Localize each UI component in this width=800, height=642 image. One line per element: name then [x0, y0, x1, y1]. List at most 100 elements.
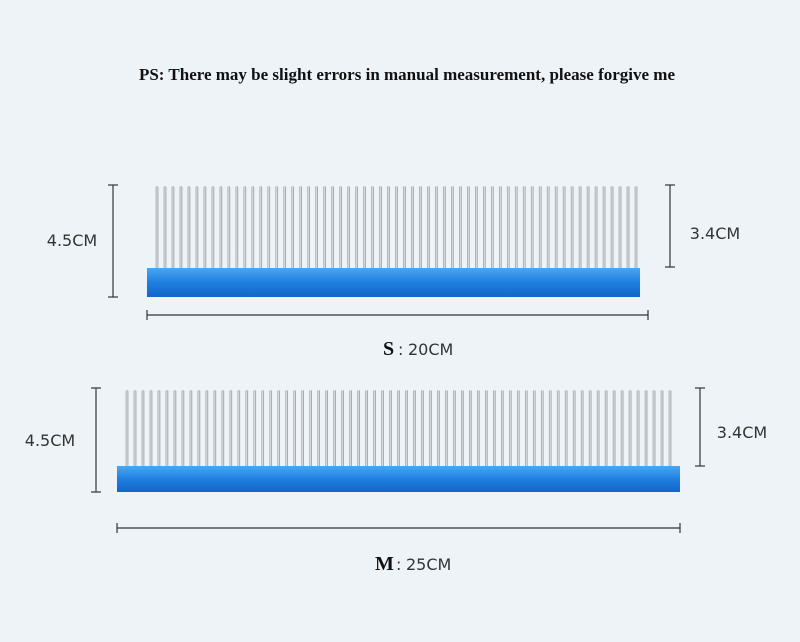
- comb-tooth: [251, 186, 255, 270]
- comb-tooth: [195, 186, 199, 270]
- total-height: 4.5CM: [47, 231, 97, 250]
- comb-tooth: [339, 186, 342, 270]
- comb-tooth: [483, 186, 486, 270]
- comb-tooth: [403, 186, 406, 270]
- comb-tooth: [546, 186, 550, 270]
- comb-tooth: [570, 186, 574, 270]
- comb-tooth: [530, 186, 534, 270]
- comb-tooth: [437, 390, 440, 468]
- comb-tooth: [493, 390, 496, 468]
- comb-tooth: [522, 186, 526, 270]
- comb-tooth: [347, 186, 350, 270]
- comb-tooth: [580, 390, 584, 468]
- separator: :: [398, 340, 403, 359]
- comb-tooth: [381, 390, 384, 468]
- comb-tooth: [235, 186, 239, 270]
- comb-tooth: [317, 390, 320, 468]
- comb-tooth: [357, 390, 360, 468]
- comb-tooth: [307, 186, 310, 270]
- comb-tooth: [267, 186, 271, 270]
- comb-tooth: [237, 390, 241, 468]
- comb-tooth: [173, 390, 177, 468]
- comb-tooth: [261, 390, 265, 468]
- comb-tooth: [355, 186, 358, 270]
- comb-tooth: [419, 186, 422, 270]
- comb-tooth: [554, 186, 558, 270]
- comb-tooth: [125, 390, 129, 468]
- comb-tooth: [157, 390, 161, 468]
- comb-tooth: [165, 390, 169, 468]
- comb-tooth: [349, 390, 352, 468]
- comb-tooth: [227, 186, 231, 270]
- comb-tooth: [179, 186, 183, 270]
- comb-tooth: [253, 390, 257, 468]
- size-letter: S: [383, 338, 394, 360]
- comb-tooth: [291, 186, 295, 270]
- comb-tooth: [301, 390, 304, 468]
- comb-tooth: [269, 390, 273, 468]
- comb-tooth: [211, 186, 215, 270]
- comb-tooth: [485, 390, 488, 468]
- comb-tooth: [141, 390, 145, 468]
- comb-tooth: [293, 390, 296, 468]
- comb-tooth: [602, 186, 606, 270]
- comb-tooth: [538, 186, 542, 270]
- comb-tooth: [435, 186, 438, 270]
- comb-tooth: [245, 390, 249, 468]
- comb-tooth: [421, 390, 424, 468]
- comb-tooth: [277, 390, 281, 468]
- comb-tooth: [411, 186, 414, 270]
- comb-tooth: [299, 186, 302, 270]
- comb-tooth: [578, 186, 582, 270]
- comb-tooth: [187, 186, 191, 270]
- comb-tooth: [325, 390, 328, 468]
- teeth-height: 3.4CM: [717, 423, 767, 442]
- comb-tooth: [333, 390, 336, 468]
- comb-tooth: [626, 186, 630, 270]
- comb-tooth: [556, 390, 560, 468]
- comb-tooth: [508, 390, 512, 468]
- comb-tooth: [203, 186, 207, 270]
- comb-tooth: [532, 390, 536, 468]
- comb-tooth: [461, 390, 464, 468]
- comb-tooth: [564, 390, 568, 468]
- comb-tooth: [181, 390, 185, 468]
- comb-tooth: [620, 390, 624, 468]
- total-height: 4.5CM: [25, 431, 75, 450]
- comb-tooth: [229, 390, 233, 468]
- comb-tooth: [413, 390, 416, 468]
- comb-tooth: [572, 390, 576, 468]
- comb-tooth: [133, 390, 137, 468]
- length: 20CM: [408, 340, 453, 359]
- separator: :: [396, 555, 401, 574]
- comb-tooth: [309, 390, 312, 468]
- comb-tooth: [612, 390, 616, 468]
- comb-tooth: [498, 186, 502, 270]
- comb-tooth: [429, 390, 432, 468]
- comb-tooth: [197, 390, 201, 468]
- comb-tooth: [213, 390, 217, 468]
- comb-tooth: [259, 186, 263, 270]
- comb-tooth: [467, 186, 470, 270]
- comb-tooth: [397, 390, 400, 468]
- note: PS: There may be slight errors in manual…: [139, 65, 676, 84]
- comb-tooth: [389, 390, 392, 468]
- comb-tooth: [586, 186, 590, 270]
- comb-tooth: [315, 186, 318, 270]
- comb-tooth: [459, 186, 462, 270]
- comb-tooth: [285, 390, 289, 468]
- comb-tooth: [540, 390, 544, 468]
- comb-tooth: [477, 390, 480, 468]
- comb-tooth: [628, 390, 632, 468]
- comb-tooth: [427, 186, 430, 270]
- comb-tooth: [445, 390, 448, 468]
- comb-tooth: [514, 186, 518, 270]
- comb-tooth: [594, 186, 598, 270]
- comb-tooth: [652, 390, 656, 468]
- length: 25CM: [406, 555, 451, 574]
- comb-tooth: [341, 390, 344, 468]
- comb-tooth: [275, 186, 279, 270]
- comb-tooth: [365, 390, 368, 468]
- comb-spine: [117, 466, 680, 492]
